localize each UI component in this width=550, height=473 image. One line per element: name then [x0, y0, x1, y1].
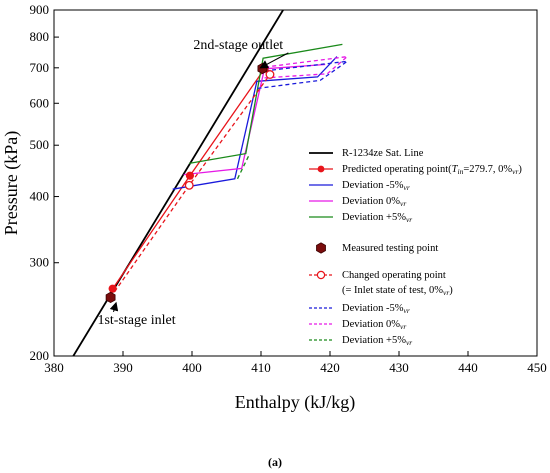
data-point: [184, 180, 194, 190]
legend-label: Deviation 0%vr: [342, 196, 406, 208]
y-axis-title: Pressure (kPa): [1, 131, 22, 235]
legend-label: Changed operating point: [342, 270, 446, 281]
y-tick-label: 400: [30, 189, 50, 204]
legend-label: Deviation +5%vr: [342, 212, 412, 224]
annotation-label: 1st-stage inlet: [97, 313, 175, 328]
x-tick-label: 440: [458, 360, 478, 375]
y-tick-label: 700: [30, 60, 50, 75]
annotation-arrow: [259, 52, 289, 69]
legend-marker: [316, 270, 326, 280]
y-tick-label: 500: [30, 137, 50, 152]
y-tick-label: 900: [30, 2, 50, 17]
legend-label: Deviation +5%vr: [342, 335, 412, 347]
series-line: [236, 154, 250, 180]
x-axis-title: Enthalpy (kJ/kg): [235, 392, 355, 413]
series-line: [259, 55, 350, 79]
legend-label: Deviation -5%vr: [342, 303, 410, 315]
legend-label: (= Inlet state of test, 0%vr): [342, 285, 453, 297]
plot-frame: [53, 9, 538, 357]
annotation-arrow: [109, 301, 119, 313]
series-line: [72, 10, 284, 356]
series-line: [172, 56, 338, 190]
data-point: [108, 284, 117, 293]
series-line: [189, 43, 343, 165]
data-point: [265, 70, 275, 79]
legend-label: Predicted operating point(Tin=279.7, 0%v…: [342, 164, 522, 176]
legend-marker: [317, 165, 325, 173]
x-tick-label: 420: [320, 360, 340, 375]
legend-label: R-1234ze Sat. Line: [342, 148, 424, 159]
measured-point: [105, 291, 116, 304]
x-tick-label: 450: [527, 360, 547, 375]
x-tick-label: 390: [113, 360, 133, 375]
series-line: [257, 60, 348, 90]
y-tick-label: 600: [30, 95, 50, 110]
legend-label: Deviation -5%vr: [342, 180, 410, 192]
legend-label: Deviation 0%vr: [342, 319, 406, 331]
y-tick-label: 300: [30, 255, 50, 270]
x-tick-label: 410: [251, 360, 271, 375]
series-line: [183, 63, 326, 176]
figure-caption: (a): [268, 455, 282, 469]
annotation-label: 2nd-stage outlet: [193, 38, 283, 53]
x-tick-label: 380: [44, 360, 64, 375]
x-tick-label: 430: [389, 360, 409, 375]
y-tick-label: 800: [30, 29, 50, 44]
y-tick-label: 200: [30, 348, 50, 363]
data-point: [185, 171, 195, 180]
x-tick-label: 400: [182, 360, 202, 375]
legend-marker: [316, 242, 326, 254]
legend-label: Measured testing point: [342, 243, 438, 254]
